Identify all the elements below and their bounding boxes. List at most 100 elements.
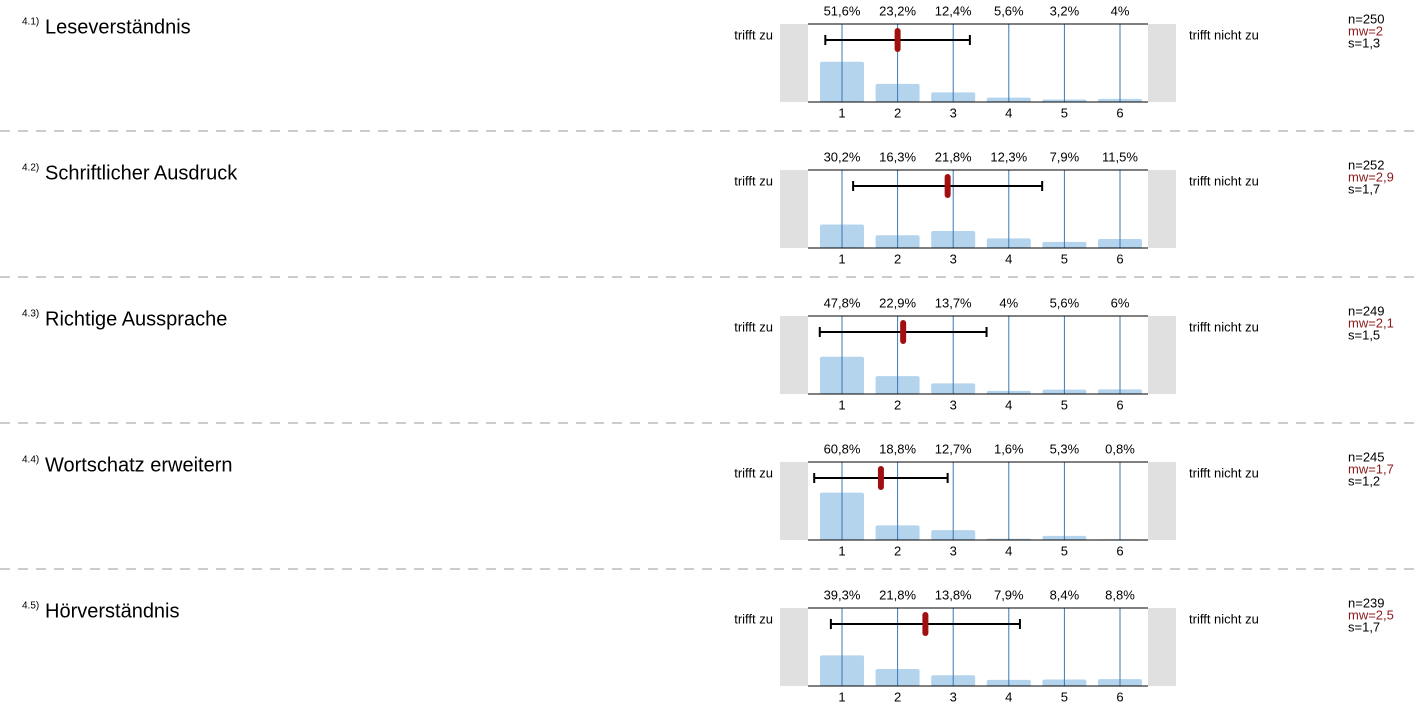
n-label: n=249 xyxy=(1348,303,1385,318)
category-label: 5 xyxy=(1061,397,1068,412)
value-label: 21,8% xyxy=(935,149,972,164)
category-label: 2 xyxy=(894,689,901,704)
left-label: trifft zu xyxy=(734,27,773,42)
category-label: 5 xyxy=(1061,251,1068,266)
right-label: trifft nicht zu xyxy=(1189,173,1259,188)
category-label: 2 xyxy=(894,105,901,120)
left-label: trifft zu xyxy=(734,465,773,480)
value-label: 39,3% xyxy=(824,587,861,602)
category-label: 2 xyxy=(894,543,901,558)
value-label: 0,8% xyxy=(1105,441,1135,456)
scale-end-right xyxy=(1148,462,1176,540)
right-label: trifft nicht zu xyxy=(1189,319,1259,334)
scale-end-left xyxy=(780,24,808,102)
category-label: 1 xyxy=(838,397,845,412)
category-label: 4 xyxy=(1005,543,1012,558)
category-label: 3 xyxy=(950,251,957,266)
value-label: 4% xyxy=(999,295,1018,310)
category-label: 4 xyxy=(1005,251,1012,266)
item-number: 4.4) xyxy=(22,455,39,466)
scale-end-left xyxy=(780,608,808,686)
scale-end-right xyxy=(1148,608,1176,686)
mean-marker xyxy=(877,466,884,490)
category-label: 4 xyxy=(1005,105,1012,120)
scale-end-right xyxy=(1148,170,1176,248)
category-label: 2 xyxy=(894,251,901,266)
mean-label: mw=2,5 xyxy=(1348,607,1394,622)
right-label: trifft nicht zu xyxy=(1189,611,1259,626)
value-label: 21,8% xyxy=(879,587,916,602)
item-title: Richtige Aussprache xyxy=(45,308,227,330)
item-title: Wortschatz erweitern xyxy=(45,454,232,476)
item-title: Leseverständnis xyxy=(45,16,191,38)
category-label: 6 xyxy=(1116,105,1123,120)
item-title: Hörverständnis xyxy=(45,600,180,622)
category-label: 6 xyxy=(1116,689,1123,704)
mean-marker xyxy=(944,174,951,198)
value-label: 7,9% xyxy=(994,587,1024,602)
scale-end-right xyxy=(1148,24,1176,102)
value-label: 1,6% xyxy=(994,441,1024,456)
category-label: 1 xyxy=(838,543,845,558)
category-label: 3 xyxy=(950,397,957,412)
value-label: 3,2% xyxy=(1050,3,1080,18)
category-label: 6 xyxy=(1116,543,1123,558)
value-label: 30,2% xyxy=(824,149,861,164)
category-label: 3 xyxy=(950,105,957,120)
item-number: 4.2) xyxy=(22,163,39,174)
category-label: 1 xyxy=(838,105,845,120)
value-label: 5,6% xyxy=(1050,295,1080,310)
right-label: trifft nicht zu xyxy=(1189,27,1259,42)
category-label: 2 xyxy=(894,397,901,412)
n-label: n=250 xyxy=(1348,11,1385,26)
left-label: trifft zu xyxy=(734,611,773,626)
value-label: 6% xyxy=(1111,295,1130,310)
n-label: n=245 xyxy=(1348,449,1385,464)
mean-label: mw=2,9 xyxy=(1348,169,1394,184)
sd-label: s=1,2 xyxy=(1348,473,1380,488)
n-label: n=239 xyxy=(1348,595,1385,610)
value-label: 13,7% xyxy=(935,295,972,310)
value-label: 47,8% xyxy=(824,295,861,310)
n-label: n=252 xyxy=(1348,157,1385,172)
mean-label: mw=1,7 xyxy=(1348,461,1394,476)
item-number: 4.3) xyxy=(22,309,39,320)
value-label: 12,4% xyxy=(935,3,972,18)
value-label: 12,7% xyxy=(935,441,972,456)
category-label: 1 xyxy=(838,251,845,266)
category-label: 5 xyxy=(1061,689,1068,704)
category-label: 3 xyxy=(950,689,957,704)
sd-label: s=1,3 xyxy=(1348,35,1380,50)
value-label: 22,9% xyxy=(879,295,916,310)
value-label: 13,8% xyxy=(935,587,972,602)
value-label: 51,6% xyxy=(824,3,861,18)
mean-label: mw=2 xyxy=(1348,23,1383,38)
category-label: 4 xyxy=(1005,689,1012,704)
mean-marker xyxy=(922,612,929,636)
category-label: 3 xyxy=(950,543,957,558)
item-number: 4.5) xyxy=(22,601,39,612)
mean-label: mw=2,1 xyxy=(1348,315,1394,330)
scale-end-left xyxy=(780,316,808,394)
scale-end-left xyxy=(780,462,808,540)
scale-end-left xyxy=(780,170,808,248)
left-label: trifft zu xyxy=(734,319,773,334)
value-label: 12,3% xyxy=(990,149,1027,164)
category-label: 4 xyxy=(1005,397,1012,412)
category-label: 1 xyxy=(838,689,845,704)
item-number: 4.1) xyxy=(22,17,39,28)
sd-label: s=1,7 xyxy=(1348,181,1380,196)
category-label: 5 xyxy=(1061,543,1068,558)
value-label: 18,8% xyxy=(879,441,916,456)
value-label: 5,6% xyxy=(994,3,1024,18)
value-label: 16,3% xyxy=(879,149,916,164)
left-label: trifft zu xyxy=(734,173,773,188)
value-label: 8,4% xyxy=(1050,587,1080,602)
mean-marker xyxy=(900,320,907,344)
sd-label: s=1,5 xyxy=(1348,327,1380,342)
category-label: 5 xyxy=(1061,105,1068,120)
category-label: 6 xyxy=(1116,397,1123,412)
sd-label: s=1,7 xyxy=(1348,619,1380,634)
